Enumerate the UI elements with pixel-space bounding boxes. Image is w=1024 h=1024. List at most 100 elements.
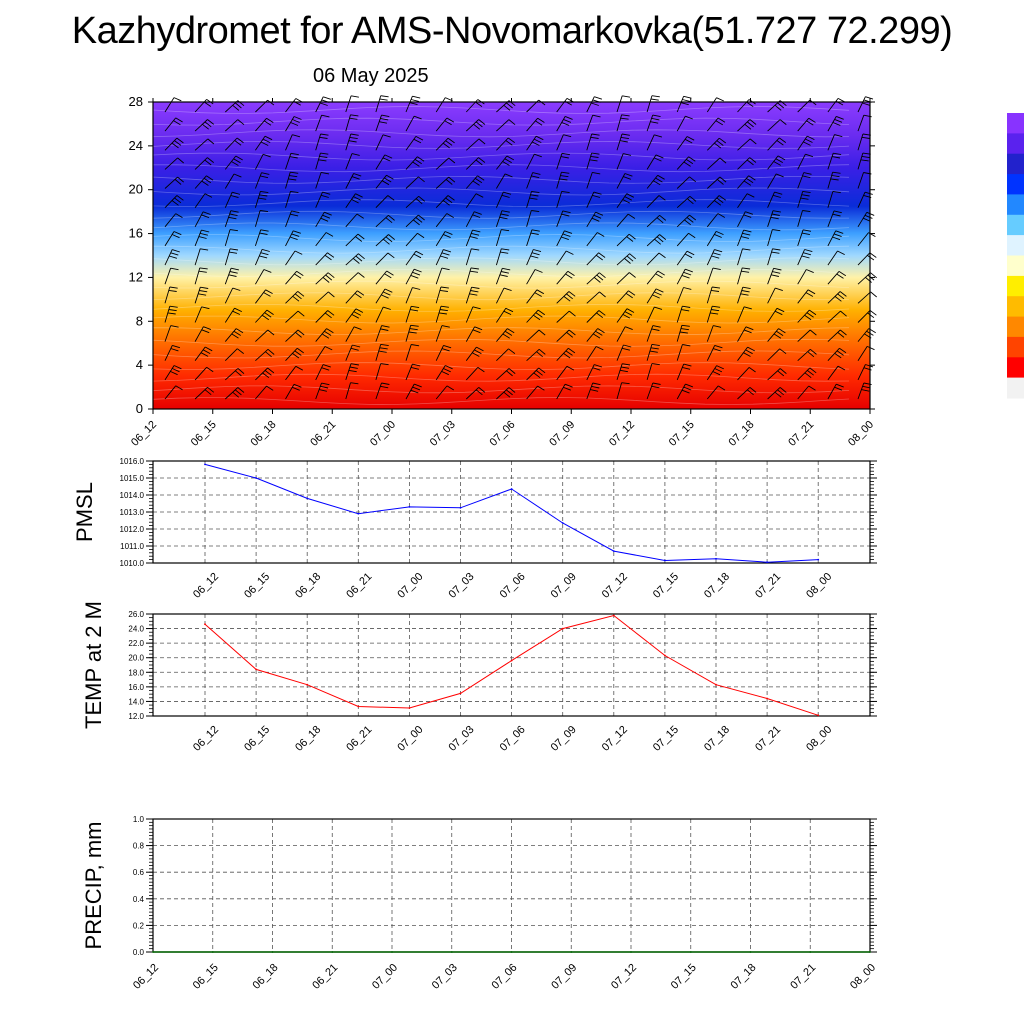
x-tick-label: 07_09 — [547, 419, 577, 449]
data-point — [809, 951, 812, 953]
precipitation-panel: 0.0 0.2 0.4 0.6 0.8 1.0 06_12 06_15 06_18 06_21 07… — [81, 815, 878, 992]
x-tick-label: 06_12 — [131, 962, 161, 992]
y-tick-label: 20 — [129, 182, 143, 197]
x-tick-label: 08_00 — [846, 419, 876, 449]
x-tick-label: 07_18 — [702, 571, 732, 601]
data-point — [331, 951, 334, 953]
x-tick-label: 07_00 — [395, 571, 425, 601]
x-tick-label: 07_03 — [428, 419, 458, 449]
chart-date: 06 May 2025 — [313, 65, 429, 87]
y-tick-label: 20.0 — [128, 654, 144, 663]
y-tick-label: 1015.0 — [120, 474, 145, 483]
colorbar-swatch — [1007, 194, 1024, 216]
data-point — [204, 623, 206, 626]
x-tick-label: 07_15 — [651, 724, 681, 754]
y-tick-label: 0 — [136, 401, 143, 416]
x-tick-label: 07_03 — [447, 571, 477, 601]
cross-section-panel: 0 4 8 12 16 20 24 28 06_12 06_15 06_18 06_21 07_00 07… — [129, 94, 877, 449]
data-point — [689, 951, 692, 953]
data-point — [306, 497, 309, 500]
colorbar-swatch — [1007, 255, 1024, 277]
x-tick-label: 07_18 — [729, 962, 759, 992]
x-tick-label: 06_18 — [293, 571, 323, 601]
data-point — [204, 463, 206, 466]
data-point — [561, 627, 564, 630]
y-tick-label: 0.8 — [133, 842, 145, 851]
pmsl-panel: 1010.0 1011.0 1012.0 1013.0 1014.0 1015.0 1016… — [72, 457, 877, 601]
data-point — [271, 951, 274, 953]
y-tick-label: 1013.0 — [120, 508, 145, 517]
x-tick-label: 08_00 — [804, 571, 834, 601]
x-tick-label: 06_12 — [129, 419, 159, 449]
y-tick-label: 0.6 — [133, 868, 145, 877]
data-point — [715, 557, 717, 560]
y-tick-label: 1.0 — [133, 815, 145, 824]
y-tick-label: 1014.0 — [120, 491, 145, 500]
data-point — [306, 683, 309, 686]
x-tick-label: 07_00 — [395, 724, 425, 754]
x-tick-label: 07_06 — [498, 571, 528, 601]
x-tick-label: 07_00 — [370, 962, 400, 992]
x-tick-label: 07_03 — [447, 724, 477, 754]
y-tick-label: 1016.0 — [120, 457, 145, 466]
colorbar-swatch — [1007, 377, 1024, 399]
x-tick-label: 07_18 — [727, 419, 757, 449]
y-tick-label: 16.0 — [128, 683, 144, 692]
x-tick-label: 07_21 — [753, 724, 783, 754]
data-point — [391, 951, 393, 953]
x-tick-label: 06_18 — [251, 962, 281, 992]
colorbar-swatch — [1007, 296, 1024, 318]
colorbar-swatch — [1007, 275, 1024, 297]
chart-title: Kazhydromet for AMS-Novomarkovka(51.727 … — [71, 10, 953, 52]
data-point — [766, 697, 768, 700]
y-axis-title: PMSL — [72, 482, 97, 542]
y-tick-label: 16 — [129, 226, 143, 241]
y-tick-label: 12 — [129, 269, 143, 284]
x-tick-label: 07_06 — [490, 962, 520, 992]
x-tick-label: 07_03 — [430, 962, 460, 992]
data-point — [817, 714, 820, 717]
x-tick-label: 06_15 — [189, 419, 219, 449]
x-tick-label: 07_12 — [609, 962, 639, 992]
x-tick-label: 06_21 — [308, 419, 338, 449]
colorbar-swatch — [1007, 235, 1024, 257]
x-tick-label: 07_12 — [600, 571, 630, 601]
data-point — [408, 707, 411, 709]
data-point — [357, 705, 360, 708]
x-tick-label: 06_21 — [344, 571, 374, 601]
y-tick-label: 12.0 — [128, 712, 144, 721]
colorbar-swatch — [1007, 316, 1024, 338]
colorbar-swatch — [1007, 153, 1024, 175]
x-tick-label: 07_09 — [549, 571, 579, 601]
x-tick-label: 07_15 — [667, 419, 697, 449]
x-tick-label: 07_15 — [651, 571, 681, 601]
data-point — [630, 951, 632, 953]
data-point — [459, 506, 462, 509]
x-tick-label: 08_00 — [848, 962, 878, 992]
data-point — [612, 614, 615, 617]
y-tick-label: 1011.0 — [120, 542, 144, 551]
y-tick-label: 24.0 — [128, 625, 144, 634]
x-tick-label: 07_21 — [753, 571, 783, 601]
y-tick-label: 8 — [136, 313, 143, 328]
y-tick-label: 14.0 — [128, 697, 144, 706]
data-point — [561, 522, 564, 524]
data-point — [612, 550, 615, 552]
data-point — [570, 951, 573, 953]
x-tick-label: 07_09 — [549, 724, 579, 754]
x-tick-label: 06_15 — [242, 571, 272, 601]
data-point — [152, 951, 154, 953]
data-point — [408, 506, 411, 508]
y-tick-label: 1012.0 — [120, 525, 145, 534]
x-tick-label: 07_21 — [786, 419, 816, 449]
x-tick-label: 06_18 — [249, 419, 279, 449]
x-tick-label: 06_21 — [310, 962, 340, 992]
x-tick-label: 06_18 — [293, 724, 323, 754]
data-point — [510, 659, 513, 662]
temperature-panel: 12.0 14.0 16.0 18.0 20.0 22.0 24.0 26.0 06_12 06_… — [81, 601, 877, 754]
y-tick-label: 18.0 — [128, 668, 144, 677]
data-point — [664, 559, 666, 562]
y-tick-label: 26.0 — [128, 610, 144, 619]
y-tick-label: 0.0 — [133, 948, 145, 957]
